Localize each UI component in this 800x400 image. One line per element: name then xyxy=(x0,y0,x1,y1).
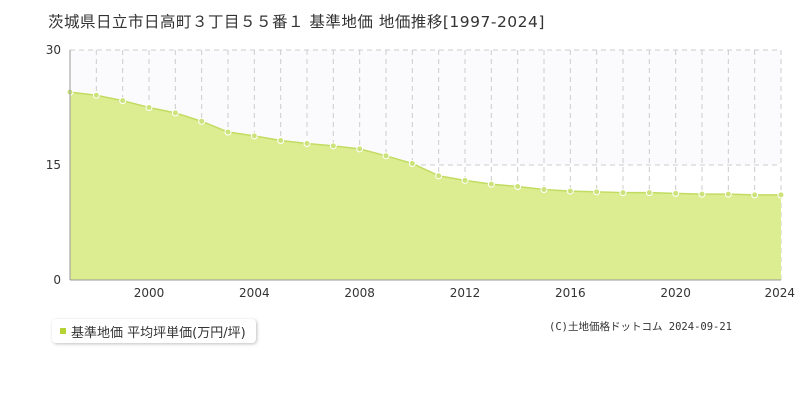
data-point-2016 xyxy=(566,187,574,195)
data-point-2005 xyxy=(277,136,285,144)
data-point-2015 xyxy=(540,186,548,194)
data-point-2003 xyxy=(224,128,232,136)
data-point-2021 xyxy=(698,190,706,198)
data-point-2019 xyxy=(645,189,653,197)
data-point-2011 xyxy=(435,172,443,180)
data-point-2020 xyxy=(672,189,680,197)
data-point-1998 xyxy=(92,91,100,99)
price-points xyxy=(66,88,785,199)
data-point-2002 xyxy=(198,117,206,125)
data-point-2014 xyxy=(514,182,522,190)
y-tick-labels: 0 15 30 xyxy=(46,43,61,287)
data-point-2004 xyxy=(250,132,258,140)
legend-swatch xyxy=(60,328,66,334)
data-point-2008 xyxy=(356,145,364,153)
y-tick-30: 30 xyxy=(46,43,61,57)
chart-title: 茨城県日立市日高町３丁目５５番１ 基準地価 地価推移[1997-2024] xyxy=(48,13,545,31)
x-tick-2008: 2008 xyxy=(344,286,375,300)
data-point-2001 xyxy=(171,109,179,117)
data-point-2009 xyxy=(382,152,390,160)
price-area xyxy=(70,92,781,280)
data-point-2007 xyxy=(329,142,337,150)
x-tick-2000: 2000 xyxy=(134,286,165,300)
legend-label: 基準地価 平均坪単価(万円/坪) xyxy=(71,325,246,341)
data-point-2010 xyxy=(408,159,416,167)
data-point-2006 xyxy=(303,140,311,148)
data-point-2013 xyxy=(487,180,495,188)
copyright-text: (C)土地価格ドットコム 2024-09-21 xyxy=(549,321,733,333)
x-tick-labels: 2000 2004 2008 2012 2016 2020 2024 xyxy=(134,286,795,300)
x-tick-2020: 2020 xyxy=(660,286,691,300)
x-tick-2012: 2012 xyxy=(450,286,481,300)
data-point-2023 xyxy=(751,191,759,199)
legend: 基準地価 平均坪単価(万円/坪) xyxy=(52,319,256,343)
y-tick-0: 0 xyxy=(53,273,61,287)
data-point-2018 xyxy=(619,189,627,197)
y-tick-15: 15 xyxy=(46,158,61,172)
data-point-2012 xyxy=(461,176,469,184)
data-point-2000 xyxy=(145,104,153,111)
data-point-2022 xyxy=(724,190,732,198)
x-tick-2004: 2004 xyxy=(239,286,270,300)
x-tick-2016: 2016 xyxy=(555,286,586,300)
data-point-1999 xyxy=(119,97,127,105)
x-tick-2024: 2024 xyxy=(764,286,795,300)
data-point-2017 xyxy=(593,188,601,196)
price-line xyxy=(69,91,781,196)
data-point-2024 xyxy=(777,191,785,199)
